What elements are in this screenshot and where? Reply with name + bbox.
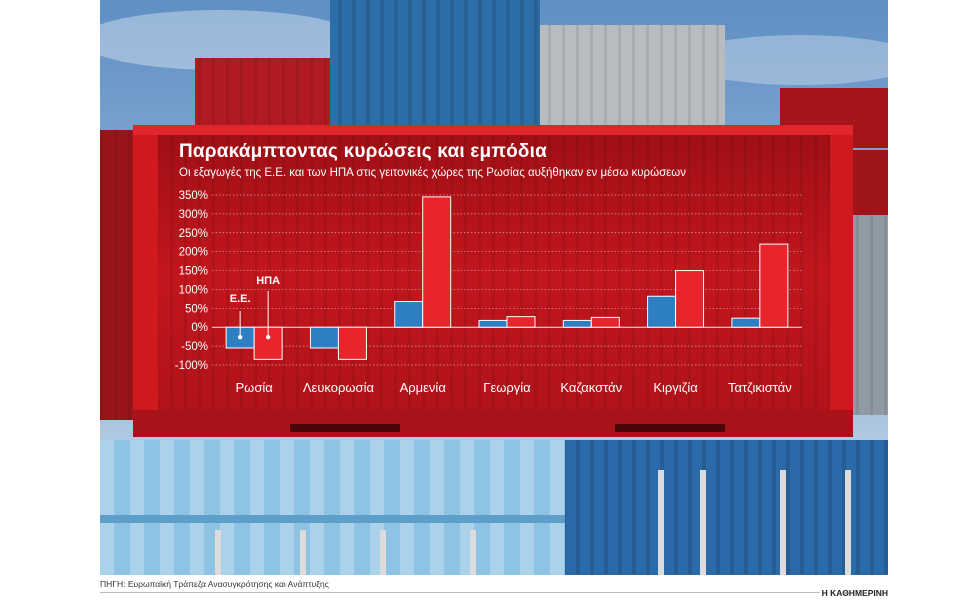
bar-eu [394,301,424,328]
legend-marker-dot [265,335,271,340]
x-category-label: Τατζικιστάν [728,380,792,395]
source-note: ΠΗΓΗ: Ευρωπαϊκή Τράπεζα Ανασυγκρότησης κ… [100,579,329,589]
y-tick-label: 50% [185,303,208,315]
legend-label: ΗΠΑ [256,275,280,287]
bar-eu [309,326,339,349]
bar-eu [647,295,677,328]
bar-eu [478,319,508,328]
x-category-label: Αρμενία [400,380,447,395]
x-category-label: Κιργιζία [653,380,698,395]
y-tick-label: 200% [179,247,208,259]
bar-usa [675,270,705,328]
bar-usa [590,316,620,328]
y-tick-label: -50% [181,341,208,353]
legend-marker-dot [237,335,243,340]
x-category-label: Καζακστάν [560,380,622,395]
bar-usa [422,196,452,328]
legend-label: Ε.Ε. [230,293,251,305]
x-category-label: Λευκορωσία [303,380,375,395]
y-tick-label: 150% [179,266,208,278]
footer-divider [100,592,820,593]
x-category-label: Γεωργία [483,380,531,395]
y-tick-label: 350% [179,190,208,202]
bar-eu [562,319,592,328]
bar-eu [731,317,761,328]
y-tick-label: 0% [191,322,208,334]
chart-title: Παρακάμπτοντας κυρώσεις και εμπόδια [179,141,547,162]
container-background-illustration [100,0,888,575]
y-tick-label: 300% [179,209,208,221]
y-tick-label: 100% [179,284,208,296]
publisher-brand: Η ΚΑΘΗΜΕΡΙΝΗ [821,588,888,598]
bar-usa [506,316,536,328]
y-tick-label: 250% [179,228,208,240]
y-tick-label: -100% [175,360,208,372]
bar-usa [759,243,789,328]
x-category-label: Ρωσία [236,380,274,395]
bar-usa [337,326,367,360]
chart-subtitle: Οι εξαγωγές της Ε.Ε. και των ΗΠΑ στις γε… [179,167,687,179]
